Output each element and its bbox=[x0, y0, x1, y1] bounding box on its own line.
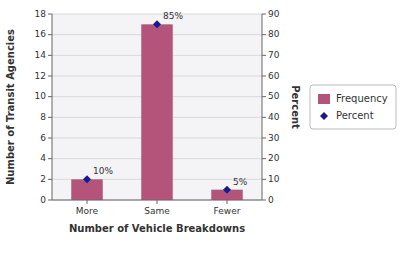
marker bbox=[153, 20, 161, 28]
y2-axis-title: Percent bbox=[290, 85, 301, 129]
legend-label: Frequency bbox=[336, 93, 388, 104]
data-label: 10% bbox=[93, 166, 113, 176]
y2-tick bbox=[262, 96, 266, 97]
y2-tick-label: 20 bbox=[268, 153, 280, 163]
plot-area bbox=[52, 14, 262, 200]
y2-axis bbox=[262, 14, 263, 200]
legend-swatch bbox=[320, 112, 328, 120]
x-tick-label: Same bbox=[144, 206, 170, 216]
x-tick-label: More bbox=[76, 206, 99, 216]
y2-tick-label: 90 bbox=[268, 9, 280, 19]
y2-tick-label: 80 bbox=[268, 29, 280, 39]
y-axis-title: Number of Transit Agencies bbox=[5, 29, 16, 185]
y2-tick bbox=[262, 179, 266, 180]
y2-tick bbox=[262, 158, 266, 159]
y2-tick bbox=[262, 76, 266, 77]
x-axis-title: Number of Vehicle Breakdowns bbox=[69, 223, 245, 234]
y-tick bbox=[48, 138, 52, 139]
y-tick-label: 8 bbox=[40, 112, 46, 122]
y-tick-label: 12 bbox=[35, 71, 46, 81]
legend: Frequency Percent bbox=[310, 85, 396, 129]
y-tick bbox=[48, 55, 52, 56]
y-tick-label: 14 bbox=[35, 50, 47, 60]
y2-tick bbox=[262, 117, 266, 118]
y-tick bbox=[48, 200, 52, 201]
marker bbox=[223, 186, 231, 194]
bar bbox=[141, 24, 173, 200]
y2-tick bbox=[262, 200, 266, 201]
y-tick-label: 4 bbox=[40, 153, 46, 163]
grid-line bbox=[52, 14, 262, 15]
y-tick bbox=[48, 179, 52, 180]
y-tick bbox=[48, 34, 52, 35]
y-tick bbox=[48, 158, 52, 159]
marks bbox=[71, 20, 243, 200]
x-tick bbox=[227, 200, 228, 204]
legend-swatch bbox=[318, 94, 330, 104]
y-tick-label: 0 bbox=[40, 195, 46, 205]
y2-tick bbox=[262, 55, 266, 56]
y-axis bbox=[52, 14, 53, 200]
legend-box bbox=[310, 85, 396, 129]
y2-tick bbox=[262, 138, 266, 139]
data-label: 85% bbox=[163, 11, 183, 21]
y-tick-label: 2 bbox=[40, 174, 46, 184]
y-tick bbox=[48, 76, 52, 77]
y2-tick-label: 70 bbox=[268, 50, 280, 60]
y2-tick-label: 10 bbox=[268, 174, 280, 184]
y2-tick bbox=[262, 34, 266, 35]
y-tick bbox=[48, 14, 52, 15]
x-tick bbox=[87, 200, 88, 204]
y2-tick-label: 50 bbox=[268, 91, 280, 101]
grid-line bbox=[52, 200, 262, 201]
x-tick bbox=[157, 200, 158, 204]
y2-tick-label: 0 bbox=[268, 195, 274, 205]
y-tick bbox=[48, 96, 52, 97]
y-tick-label: 16 bbox=[35, 29, 47, 39]
y2-tick-label: 30 bbox=[268, 133, 280, 143]
x-axis bbox=[52, 200, 262, 201]
legend-label: Percent bbox=[336, 110, 374, 121]
y2-tick-label: 60 bbox=[268, 71, 280, 81]
data-label: 5% bbox=[233, 177, 248, 187]
y-tick-label: 6 bbox=[40, 133, 46, 143]
y2-tick-label: 40 bbox=[268, 112, 280, 122]
y2-tick bbox=[262, 14, 266, 15]
chart: 0 2 4 6 8 10 12 14 16 18 0 10 20 30 40 50 60 70 80 90 More Sa… bbox=[0, 0, 405, 256]
y-tick-label: 10 bbox=[35, 91, 47, 101]
y-tick bbox=[48, 117, 52, 118]
marker bbox=[83, 175, 91, 183]
x-tick-label: Fewer bbox=[214, 206, 241, 216]
data-labels: 10% 85% 5% bbox=[93, 11, 248, 186]
y-tick-label: 18 bbox=[35, 9, 47, 19]
